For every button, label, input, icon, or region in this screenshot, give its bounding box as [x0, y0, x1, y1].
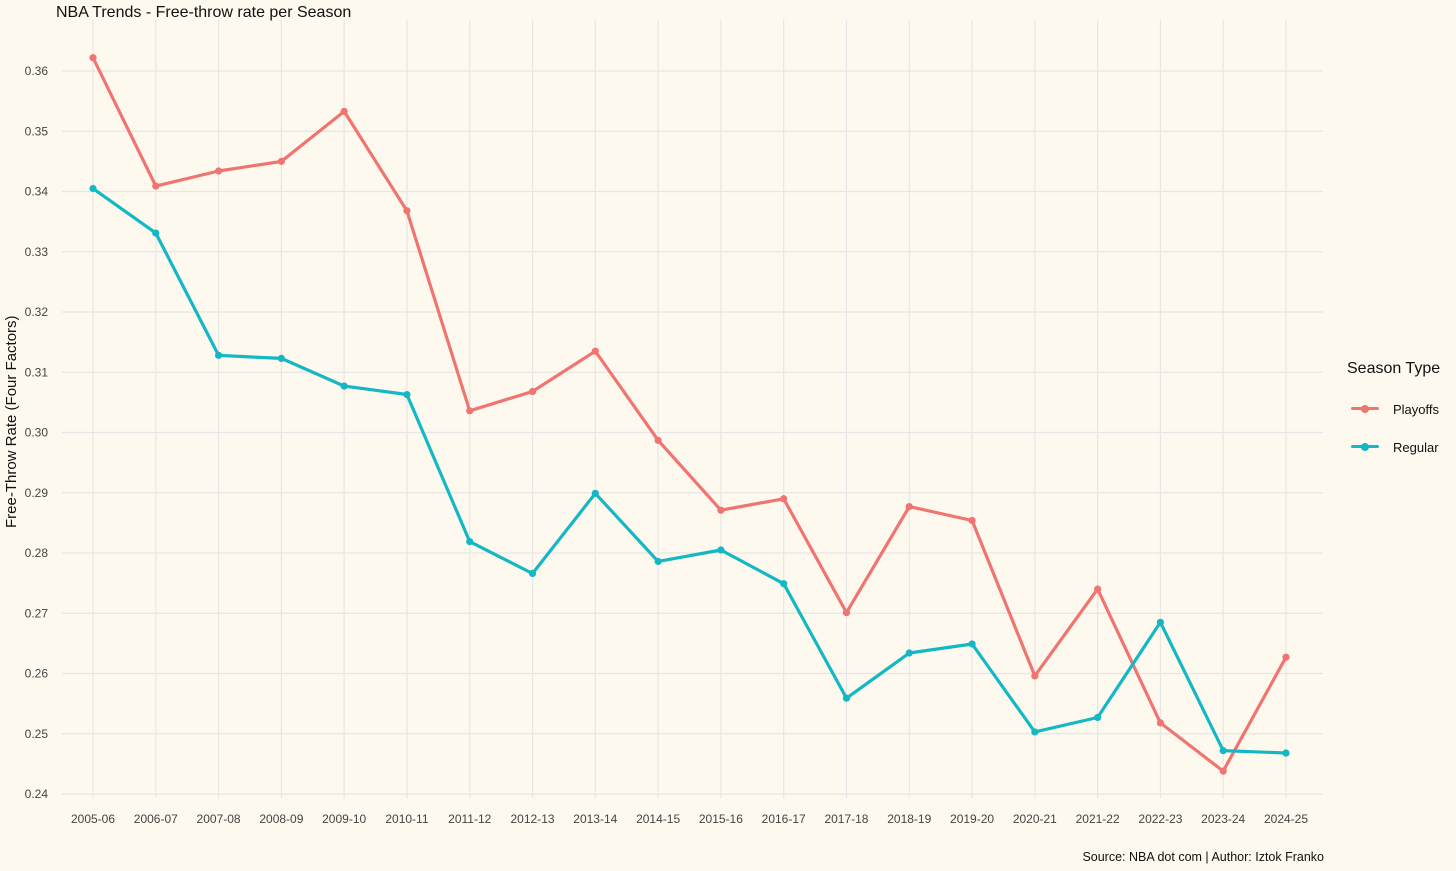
data-point-regular	[717, 546, 725, 554]
data-point-regular	[780, 580, 788, 588]
data-point-playoffs	[152, 182, 160, 190]
data-point-playoffs	[89, 54, 97, 62]
data-point-regular	[1219, 747, 1227, 755]
data-point-regular	[89, 184, 97, 193]
data-point-regular	[1156, 618, 1165, 626]
x-tick-label: 2015-16	[699, 812, 743, 826]
data-point-regular	[528, 569, 537, 578]
y-tick-label: 0.34	[25, 185, 49, 199]
x-tick-label: 2013-14	[573, 812, 617, 826]
x-tick-label: 2024-25	[1264, 812, 1308, 826]
x-tick-label: 2005-06	[71, 812, 115, 826]
data-point-playoffs	[466, 407, 474, 415]
data-point-playoffs	[340, 107, 348, 115]
x-tick-label: 2016-17	[762, 812, 806, 826]
y-axis-ticks: 0.24 0.25 0.26 0.27 0.28 0.29 0.30 0.31 0.32 0.33…	[25, 64, 49, 801]
data-point-regular	[968, 640, 976, 648]
legend-label-playoffs: Playoffs	[1393, 401, 1440, 417]
legend-item-playoffs: Playoffs	[1347, 390, 1440, 428]
data-point-playoffs	[591, 347, 599, 355]
x-tick-label: 2018-19	[887, 812, 931, 826]
y-tick-label: 0.29	[25, 486, 49, 500]
data-point-playoffs	[214, 167, 223, 175]
y-tick-label: 0.31	[25, 365, 49, 379]
data-point-playoffs	[654, 436, 662, 444]
data-point-regular	[466, 537, 474, 546]
chart-title: NBA Trends - Free-throw rate per Season	[56, 4, 352, 21]
legend-item-regular: Regular	[1347, 428, 1440, 466]
data-point-regular	[1282, 749, 1290, 757]
x-tick-label: 2008-09	[259, 812, 303, 826]
x-tick-label: 2014-15	[636, 812, 680, 826]
data-point-regular	[1031, 728, 1039, 736]
data-point-playoffs	[277, 157, 285, 165]
legend-key-regular	[1347, 440, 1383, 454]
y-tick-label: 0.24	[25, 787, 49, 801]
y-tick-label: 0.33	[25, 245, 49, 259]
data-point-regular	[403, 390, 411, 399]
data-point-regular	[277, 354, 285, 362]
x-tick-label: 2023-24	[1201, 812, 1245, 826]
data-point-playoffs	[1219, 767, 1227, 775]
y-tick-label: 0.28	[25, 546, 49, 560]
x-tick-label: 2012-13	[511, 812, 555, 826]
data-point-playoffs	[717, 506, 725, 514]
y-tick-label: 0.35	[25, 124, 49, 138]
series-layer	[89, 54, 1290, 775]
grid	[62, 20, 1323, 798]
data-point-playoffs	[403, 207, 411, 215]
y-tick-label: 0.30	[25, 426, 49, 440]
x-tick-label: 2010-11	[385, 812, 428, 826]
data-point-regular	[591, 489, 599, 497]
y-axis-label: Free-Throw Rate (Four Factors)	[3, 315, 20, 528]
legend-key-playoffs	[1347, 402, 1383, 416]
data-point-playoffs	[780, 495, 788, 503]
x-tick-label: 2020-21	[1013, 812, 1057, 826]
x-axis-ticks: 2005-06 2006-07 2007-08 2008-09 2009-10 2010-…	[71, 812, 1308, 826]
data-point-playoffs	[968, 516, 976, 525]
x-tick-label: 2009-10	[322, 812, 366, 826]
data-point-playoffs	[905, 503, 913, 511]
y-tick-label: 0.32	[25, 305, 49, 319]
x-tick-label: 2006-07	[134, 812, 178, 826]
y-tick-label: 0.26	[25, 667, 49, 681]
x-tick-label: 2022-23	[1138, 812, 1182, 826]
data-point-playoffs	[1156, 719, 1165, 727]
y-tick-label: 0.25	[25, 727, 49, 741]
x-tick-label: 2019-20	[950, 812, 994, 826]
x-tick-label: 2017-18	[824, 812, 868, 826]
data-point-regular	[1094, 713, 1102, 722]
x-tick-label: 2007-08	[197, 812, 241, 826]
data-point-playoffs	[1282, 653, 1290, 661]
data-point-playoffs	[528, 387, 537, 396]
data-point-playoffs	[842, 609, 851, 617]
data-point-regular	[152, 229, 160, 237]
source-caption: Source: NBA dot com | Author: Iztok Fran…	[1082, 850, 1324, 864]
series-line-playoffs	[91, 56, 1288, 773]
data-point-regular	[340, 382, 348, 390]
legend: Season Type Playoffs Regular	[1347, 360, 1440, 466]
x-tick-label: 2011-12	[448, 812, 491, 826]
data-point-playoffs	[1031, 672, 1039, 680]
data-point-playoffs	[1094, 585, 1102, 593]
x-tick-label: 2021-22	[1076, 812, 1120, 826]
y-tick-label: 0.36	[25, 64, 49, 78]
data-point-regular	[842, 694, 851, 702]
y-tick-label: 0.27	[25, 606, 49, 620]
data-point-regular	[654, 557, 662, 566]
data-point-regular	[214, 351, 223, 359]
series-line-regular	[91, 186, 1288, 755]
legend-label-regular: Regular	[1393, 439, 1439, 455]
legend-title: Season Type	[1347, 360, 1441, 377]
data-point-regular	[905, 649, 913, 657]
